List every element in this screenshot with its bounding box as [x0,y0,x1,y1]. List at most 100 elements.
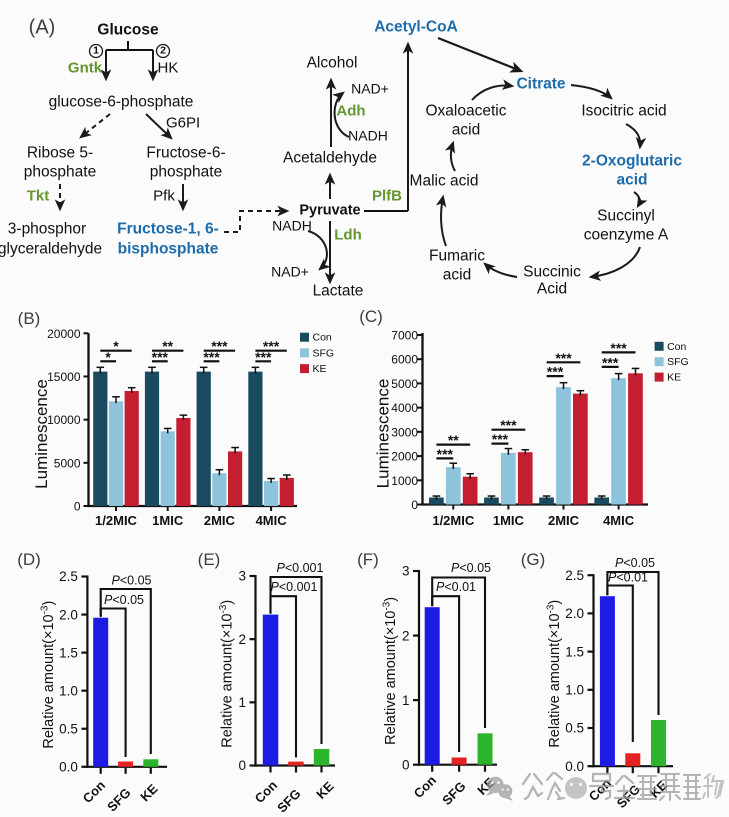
svg-text:Relative amount(×10-3): Relative amount(×10-3) [40,601,58,749]
svg-text:5000: 5000 [391,377,418,391]
svg-text:Relative amount(×10-3): Relative amount(×10-3) [218,600,236,748]
svg-text:2000: 2000 [391,450,418,464]
svg-text:Relative amount(×10-3): Relative amount(×10-3) [546,600,564,748]
svg-text:0: 0 [411,498,418,512]
svg-text:Acetyl-CoA: Acetyl-CoA [374,19,458,36]
svg-text:glyceraldehyde: glyceraldehyde [0,241,102,258]
svg-text:Succinyl: Succinyl [597,208,655,225]
svg-text:***: *** [255,349,272,365]
svg-text:1: 1 [402,693,410,708]
svg-text:Glucose: Glucose [97,22,159,39]
svg-text:(D): (D) [17,550,41,569]
svg-text:Acid: Acid [537,281,567,298]
svg-text:1000: 1000 [391,474,418,488]
svg-text:acid: acid [452,122,480,139]
svg-text:SFG: SFG [667,356,689,368]
svg-text:1/2MIC: 1/2MIC [95,513,138,528]
svg-text:Luminescence: Luminescence [374,379,393,489]
svg-text:2-Oxoglutaric: 2-Oxoglutaric [582,153,682,170]
svg-text:0.0: 0.0 [565,759,584,774]
svg-text:Oxaloacetic: Oxaloacetic [426,103,507,120]
svg-text:*: * [105,349,111,365]
svg-text:Con: Con [313,332,332,344]
svg-text:***: *** [203,349,220,365]
svg-text:Lactate: Lactate [313,283,364,300]
svg-text:(C): (C) [359,307,383,326]
svg-text:2: 2 [160,45,166,57]
svg-text:4MIC: 4MIC [256,513,288,528]
svg-text:(G): (G) [521,550,546,569]
svg-text:acid: acid [616,172,647,189]
svg-text:acid: acid [443,267,471,284]
svg-text:NAD+: NAD+ [271,264,309,280]
svg-text:1.5: 1.5 [565,644,584,659]
svg-text:Relative amount(×10-3): Relative amount(×10-3) [382,597,400,745]
svg-text:(F): (F) [357,550,379,569]
svg-text:bisphosphate: bisphosphate [118,241,219,258]
svg-text:(E): (E) [198,550,221,569]
svg-text:Con: Con [667,341,686,353]
svg-text:***: *** [437,446,454,462]
svg-text:P<0.01: P<0.01 [608,571,648,585]
svg-text:P<0.001: P<0.001 [271,580,318,594]
svg-text:Acetaldehyde: Acetaldehyde [283,150,377,167]
svg-text:***: *** [211,338,228,354]
svg-text:phosphate: phosphate [24,164,96,181]
svg-text:Citrate: Citrate [516,76,565,93]
svg-text:1/2MIC: 1/2MIC [432,513,475,528]
svg-text:KE: KE [313,363,327,375]
svg-text:PlfB: PlfB [372,188,402,205]
svg-text:P<0.001: P<0.001 [277,561,324,575]
svg-text:G6PI: G6PI [166,115,200,132]
svg-text:2: 2 [238,632,246,647]
svg-text:***: *** [263,338,280,354]
svg-text:0.5: 0.5 [565,721,584,736]
svg-text:1: 1 [93,45,99,57]
svg-text:Pfk: Pfk [153,188,175,205]
svg-text:**: ** [162,338,173,354]
svg-text:Gntk: Gntk [68,60,103,77]
svg-text:4000: 4000 [391,401,418,415]
svg-text:Alcohol: Alcohol [307,55,358,72]
svg-text:2.0: 2.0 [565,606,584,621]
svg-text:NADH: NADH [272,218,312,234]
svg-text:KE: KE [667,372,681,384]
svg-text:2MIC: 2MIC [548,513,580,528]
svg-text:Tkt: Tkt [27,188,50,205]
svg-text:10000: 10000 [47,413,81,427]
svg-text:1: 1 [238,695,246,710]
svg-text:***: *** [492,431,509,447]
svg-text:***: *** [602,354,619,370]
svg-text:2.5: 2.5 [565,568,584,583]
svg-text:Ribose 5-: Ribose 5- [27,145,93,162]
svg-text:3: 3 [402,564,410,579]
svg-text:Luminescence: Luminescence [32,379,51,489]
svg-text:phosphate: phosphate [150,164,222,181]
svg-text:2: 2 [402,628,410,643]
svg-text:P<0.01: P<0.01 [436,580,476,594]
svg-text:Fructose-6-: Fructose-6- [146,145,225,162]
svg-text:1.0: 1.0 [565,683,584,698]
svg-text:3: 3 [238,569,246,584]
svg-text:P<0.05: P<0.05 [112,574,152,588]
svg-text:2MIC: 2MIC [204,513,236,528]
svg-text:0.5: 0.5 [59,721,78,736]
svg-text:Isocitric acid: Isocitric acid [581,103,666,120]
svg-text:(A): (A) [29,17,56,39]
svg-text:**: ** [448,432,459,448]
svg-text:***: *** [152,349,169,365]
svg-text:2.0: 2.0 [59,607,78,622]
svg-text:***: *** [555,350,572,366]
svg-text:P<0.05: P<0.05 [451,561,491,575]
svg-text:1MIC: 1MIC [493,513,525,528]
svg-text:2.5: 2.5 [59,569,78,584]
svg-text:Fructose-1, 6-: Fructose-1, 6- [117,221,219,238]
svg-text:SFG: SFG [313,347,335,359]
svg-text:HK: HK [158,60,179,77]
svg-text:Fumaric: Fumaric [429,248,485,265]
svg-text:***: *** [500,417,517,433]
svg-text:0: 0 [402,757,410,772]
svg-text:7000: 7000 [391,329,418,343]
svg-text:Adh: Adh [336,103,365,120]
svg-text:20000: 20000 [47,327,81,341]
